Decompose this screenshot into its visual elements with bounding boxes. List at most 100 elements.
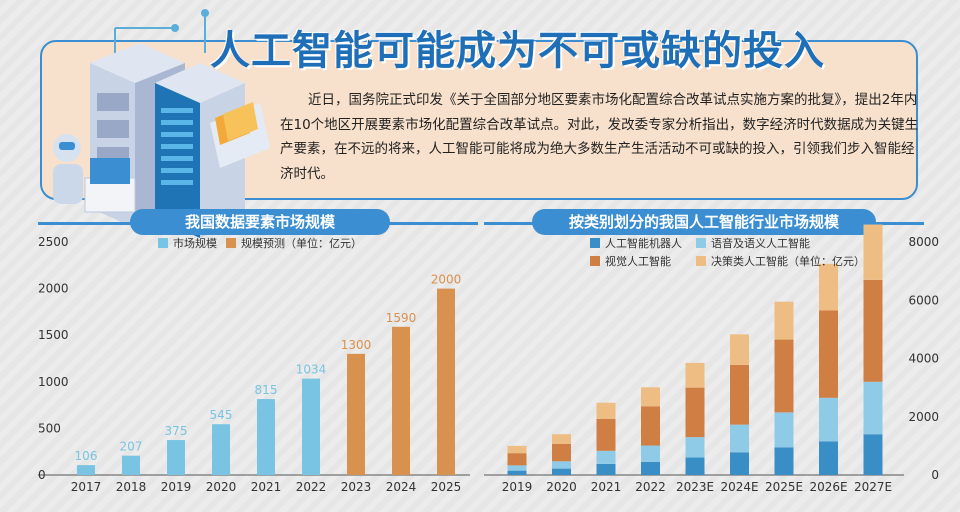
legend-label-forecast: 规模预测（单位：亿元） (241, 236, 362, 250)
right-bar-2027E-series-3 (863, 224, 883, 280)
left-chart-title: 我国数据要素市场规模 (130, 209, 390, 235)
right-bar-2025E-series-2 (774, 339, 794, 413)
left-bar-2025 (437, 288, 455, 475)
right-bar-2021-series-3 (596, 402, 616, 419)
left-bar-2020 (212, 424, 230, 475)
left-bar-2023 (347, 353, 365, 475)
left-x-tick-2017: 2017 (71, 480, 102, 494)
left-data-label-2018: 207 (120, 440, 143, 454)
right-y-tick-label: 0 (931, 468, 939, 482)
left-x-tick-2022: 2022 (296, 480, 327, 494)
right-bar-2019-series-1 (507, 465, 527, 471)
left-data-label-2019: 375 (165, 424, 188, 438)
right-bar-2024E-series-2 (730, 364, 749, 425)
left-y-tick-label: 1500 (38, 328, 69, 342)
left-y-tick-label: 500 (38, 421, 61, 435)
right-bar-2020-series-1 (552, 461, 571, 469)
right-bar-2020-series-3 (552, 434, 571, 444)
left-y-tick-label: 0 (38, 468, 46, 482)
right-bar-2026E-series-0 (819, 441, 838, 475)
left-data-label-2020: 545 (210, 408, 233, 422)
server-robot-illustration (53, 9, 270, 238)
right-bar-2027E-series-2 (863, 279, 883, 382)
right-x-tick-2026E: 2026E (809, 480, 847, 494)
right-x-tick-2019: 2019 (502, 480, 533, 494)
legend-swatch-forecast (226, 238, 236, 248)
summary-text: 近日，国务院正式印发《关于全国部分地区要素市场化配置综合改革试点实施方案的批复》… (280, 92, 919, 182)
right-bar-2020-series-2 (552, 443, 571, 462)
left-data-label-2022: 1034 (296, 363, 327, 377)
right-bar-2022-series-2 (641, 406, 660, 446)
right-bar-2022-series-0 (641, 461, 660, 475)
left-bar-2018 (122, 455, 140, 475)
right-x-tick-2025E: 2025E (765, 480, 803, 494)
legend-swatch-speech (696, 238, 706, 248)
legend-swatch-market (158, 238, 168, 248)
left-data-label-2017: 106 (75, 449, 98, 463)
right-bar-2026E-series-3 (819, 263, 838, 311)
right-bar-2024E-series-1 (730, 424, 749, 453)
right-x-tick-2027E: 2027E (854, 480, 892, 494)
right-x-tick-2023E: 2023E (676, 480, 714, 494)
right-x-tick-2024E: 2024E (720, 480, 758, 494)
legend-label-market: 市场规模 (173, 236, 217, 250)
left-bar-2021 (257, 399, 275, 475)
left-x-tick-2024: 2024 (386, 480, 417, 494)
left-bar-2017 (77, 465, 95, 475)
legend-label-robot: 人工智能机器人 (605, 236, 682, 250)
left-x-tick-2025: 2025 (431, 480, 462, 494)
right-bar-2019-series-0 (507, 470, 527, 475)
right-bar-2023E-series-1 (685, 437, 705, 458)
right-bar-2019-series-2 (507, 453, 527, 466)
right-bar-2023E-series-0 (685, 457, 705, 475)
legend-swatch-vision (590, 256, 600, 266)
left-bar-2024 (392, 326, 410, 475)
right-bar-2022-series-3 (641, 387, 660, 407)
right-bar-2027E-series-1 (863, 381, 883, 435)
left-x-tick-2018: 2018 (116, 480, 147, 494)
left-data-label-2023: 1300 (341, 338, 372, 352)
right-bar-2019-series-3 (507, 445, 527, 454)
right-x-tick-2022: 2022 (635, 480, 666, 494)
right-y-tick-label: 6000 (908, 293, 939, 307)
right-y-tick-label: 4000 (908, 352, 939, 366)
left-bar-chart: 0 500 1000 1500 2000 2500 106 207 375 545 815 1034… (38, 235, 470, 494)
right-bar-2021-series-0 (596, 463, 616, 475)
legend-swatch-decision (696, 256, 706, 266)
right-bar-2021-series-2 (596, 418, 616, 451)
right-bar-2025E-series-3 (774, 301, 794, 340)
left-bar-2022 (302, 378, 320, 475)
left-data-label-2025: 2000 (431, 273, 462, 287)
right-x-tick-2020: 2020 (546, 480, 577, 494)
right-bar-2024E-series-3 (730, 334, 749, 365)
left-data-label-2024: 1590 (386, 311, 417, 325)
right-stacked-bar-chart: 0 2000 4000 6000 8000 2019 2020 2021 2022 2023E 2… (484, 224, 939, 494)
right-bar-2026E-series-1 (819, 397, 838, 442)
left-x-tick-2023: 2023 (341, 480, 372, 494)
left-x-tick-2020: 2020 (206, 480, 237, 494)
right-bar-2027E-series-0 (863, 434, 883, 475)
right-y-tick-label: 8000 (908, 235, 939, 249)
left-data-label-2021: 815 (255, 383, 278, 397)
right-bar-2024E-series-0 (730, 452, 749, 475)
page-title: 人工智能可能成为不可或缺的投入 (210, 28, 825, 74)
left-x-tick-2021: 2021 (251, 480, 282, 494)
right-x-tick-2021: 2021 (591, 480, 622, 494)
right-bar-2021-series-1 (596, 450, 616, 464)
right-bar-2022-series-1 (641, 445, 660, 462)
right-bar-2025E-series-1 (774, 412, 794, 448)
legend-swatch-robot (590, 238, 600, 248)
legend-label-vision: 视觉人工智能 (605, 254, 671, 268)
legend-label-speech: 语音及语义人工智能 (711, 236, 810, 250)
left-y-tick-label: 2500 (38, 235, 69, 249)
right-chart-title: 按类别划分的我国人工智能行业市场规模 (532, 209, 876, 235)
right-bar-2025E-series-0 (774, 447, 794, 475)
right-bar-2023E-series-3 (685, 362, 705, 388)
left-x-tick-2019: 2019 (161, 480, 192, 494)
right-bar-2026E-series-2 (819, 310, 838, 398)
left-y-tick-label: 1000 (38, 375, 69, 389)
left-y-tick-label: 2000 (38, 282, 69, 296)
left-bar-2019 (167, 440, 185, 475)
right-y-tick-label: 2000 (908, 410, 939, 424)
right-bar-2023E-series-2 (685, 387, 705, 438)
